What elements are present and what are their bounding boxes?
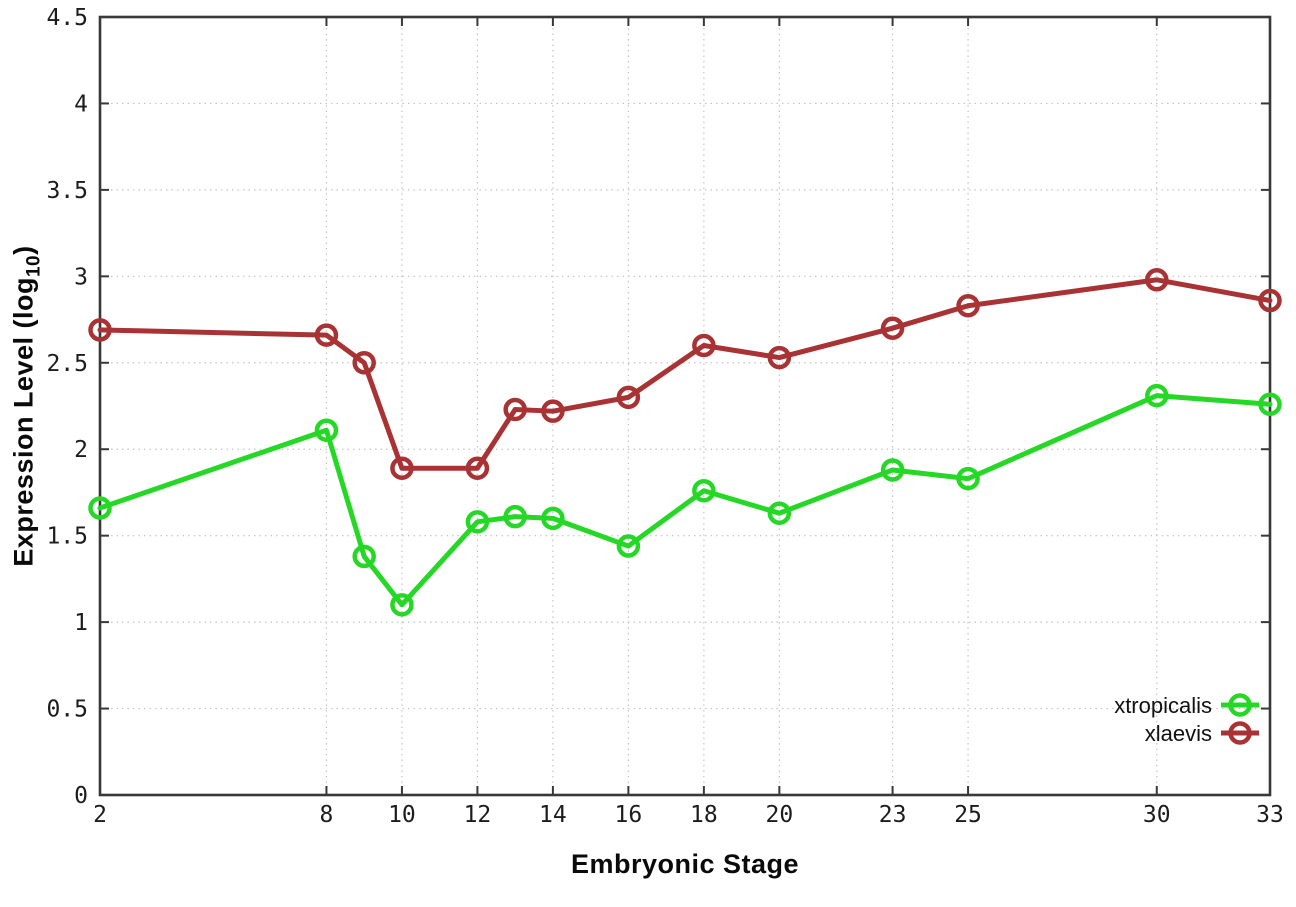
x-tick-label: 14 — [539, 802, 567, 828]
data-point-xtropicalis — [692, 478, 716, 503]
data-point-xtropicalis — [767, 501, 792, 525]
y-tick-label: 1 — [74, 610, 88, 636]
data-point-xlaevis — [352, 351, 376, 375]
data-point-xlaevis — [465, 456, 490, 480]
x-tick-label: 33 — [1256, 802, 1284, 828]
data-point-xtropicalis — [616, 534, 641, 558]
data-point-xtropicalis — [352, 544, 376, 569]
data-point-xtropicalis — [465, 510, 490, 534]
x-tick-label: 23 — [879, 802, 907, 828]
data-point-xlaevis — [880, 316, 905, 340]
y-axis-title-text: Expression Level (log — [8, 277, 39, 567]
y-axis-title-subscript: 10 — [23, 254, 45, 278]
data-point-xtropicalis — [390, 593, 414, 617]
y-tick-label: 3.5 — [46, 178, 88, 204]
data-point-xlaevis — [692, 333, 716, 358]
data-point-xlaevis — [314, 323, 339, 347]
data-point-xlaevis — [1145, 268, 1169, 292]
data-point-xlaevis — [503, 397, 527, 422]
data-point-xlaevis — [390, 456, 414, 480]
x-tick-label: 2 — [93, 802, 107, 828]
data-point-xtropicalis — [880, 458, 905, 482]
x-tick-label: 16 — [615, 802, 643, 828]
legend-label-xlaevis: xlaevis — [1145, 721, 1212, 746]
x-tick-label: 8 — [320, 802, 334, 828]
y-tick-label: 3 — [74, 264, 88, 290]
data-point-xlaevis — [956, 293, 980, 318]
series-line-xtropicalis — [97, 393, 1273, 608]
y-tick-label: 0.5 — [46, 697, 88, 723]
legend-sample-marker-xtropicalis — [1228, 693, 1252, 717]
y-tick-label: 4.5 — [46, 5, 88, 31]
data-point-xlaevis — [88, 318, 112, 342]
x-tick-label: 18 — [690, 802, 718, 828]
x-tick-label: 10 — [388, 802, 416, 828]
legend-sample-marker-xlaevis — [1228, 721, 1252, 745]
y-tick-label: 0 — [74, 783, 88, 809]
data-point-xtropicalis — [88, 496, 112, 520]
plot-border — [98, 15, 1272, 797]
data-point-xlaevis — [541, 399, 565, 423]
legend-label-xtropicalis: xtropicalis — [1114, 693, 1212, 718]
y-axis-title-suffix: ) — [8, 245, 39, 255]
x-tick-label: 12 — [464, 802, 492, 828]
data-point-xlaevis — [1258, 288, 1282, 313]
y-tick-label: 2.5 — [46, 351, 88, 377]
x-tick-label: 30 — [1143, 802, 1171, 828]
data-point-xtropicalis — [541, 506, 565, 531]
x-axis-title: Embryonic Stage — [570, 849, 800, 879]
series-line-xlaevis — [97, 277, 1273, 471]
y-tick-label: 4 — [74, 91, 88, 117]
data-point-xlaevis — [767, 345, 792, 370]
data-point-xlaevis — [616, 385, 641, 410]
y-axis-title: Expression Level (log10) — [9, 245, 46, 566]
x-tick-label: 20 — [766, 802, 794, 828]
data-point-xtropicalis — [1258, 392, 1282, 417]
data-point-xtropicalis — [956, 466, 980, 491]
data-point-xtropicalis — [314, 418, 339, 442]
y-tick-label: 2 — [74, 437, 88, 463]
y-tick-label: 1.5 — [46, 524, 88, 550]
x-tick-label: 25 — [954, 802, 982, 828]
data-point-xtropicalis — [1145, 383, 1169, 408]
data-point-xtropicalis — [503, 504, 527, 529]
